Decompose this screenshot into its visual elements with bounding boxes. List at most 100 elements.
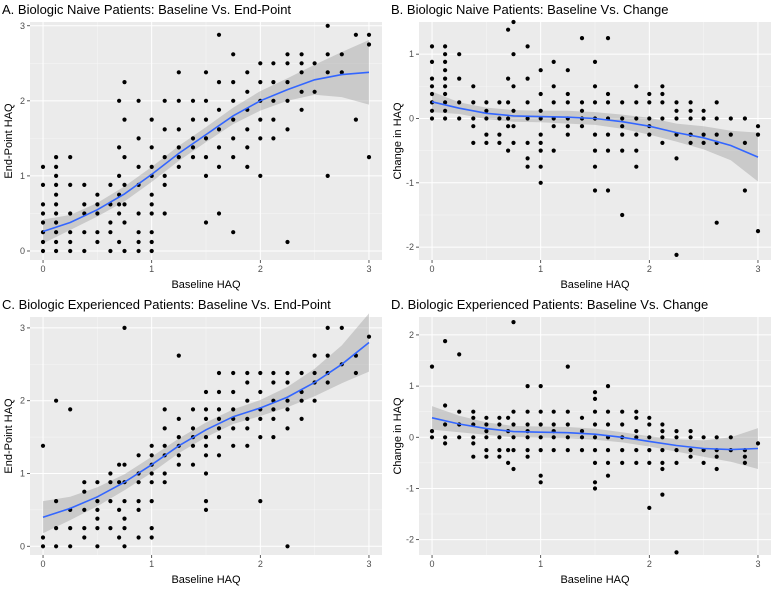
data-point — [176, 98, 181, 103]
data-point — [203, 435, 209, 440]
data-point — [366, 155, 372, 160]
y-tick-label: -1 — [406, 178, 414, 188]
data-point — [647, 415, 652, 420]
data-point — [674, 435, 679, 440]
data-point — [54, 398, 59, 403]
data-point — [216, 435, 222, 440]
data-point — [40, 164, 46, 169]
data-point — [538, 480, 543, 485]
data-point — [634, 164, 639, 169]
data-point — [190, 462, 196, 467]
data-point — [366, 334, 372, 339]
data-point — [620, 422, 625, 427]
data-point — [245, 398, 250, 403]
data-point — [429, 76, 435, 81]
data-point — [714, 100, 719, 105]
data-point — [551, 84, 556, 89]
data-point — [108, 526, 113, 531]
data-point — [525, 448, 530, 453]
data-point — [203, 453, 209, 458]
data-point — [471, 100, 476, 105]
data-point — [271, 435, 276, 440]
data-point — [660, 466, 665, 472]
data-point — [506, 415, 511, 420]
data-point — [525, 76, 530, 81]
data-point — [605, 473, 611, 478]
data-point — [122, 220, 127, 225]
chart-title: A. Biologic Naive Patients: Baseline Vs.… — [2, 2, 291, 17]
data-point — [231, 136, 236, 141]
data-point — [216, 107, 222, 112]
data-point — [674, 460, 679, 465]
data-point — [312, 398, 317, 403]
panel-a: 0 1 2 3 0 1 2 3 A. Biologic Naive Patients: Base… — [0, 0, 389, 295]
data-point — [149, 526, 154, 531]
data-point — [149, 239, 154, 245]
data-point — [538, 116, 543, 121]
data-point — [660, 429, 665, 434]
data-point — [162, 407, 167, 412]
y-tick-label: -1 — [406, 483, 414, 493]
data-point — [674, 448, 679, 453]
data-point — [443, 422, 448, 427]
data-point — [54, 220, 59, 225]
data-point — [245, 127, 250, 132]
x-tick-label: 1 — [149, 559, 154, 569]
smooth-fit-line — [431, 417, 759, 451]
data-point — [647, 448, 652, 453]
data-point — [579, 415, 585, 420]
data-point — [117, 535, 122, 540]
data-point — [592, 409, 598, 414]
x-axis-title: Baseline HAQ — [560, 574, 630, 586]
data-point — [605, 132, 611, 137]
data-point — [688, 100, 693, 105]
data-point — [506, 76, 511, 81]
data-point — [136, 453, 141, 458]
data-point — [190, 145, 196, 150]
data-point — [54, 164, 59, 169]
data-point — [605, 36, 611, 41]
data-point — [647, 100, 652, 105]
data-point — [203, 117, 209, 122]
y-tick-label: 1 — [409, 381, 414, 391]
data-point — [149, 480, 154, 485]
data-point — [258, 499, 263, 504]
data-point — [203, 507, 209, 512]
data-point — [325, 325, 330, 330]
data-point — [443, 339, 448, 344]
data-point — [674, 100, 679, 105]
data-point — [471, 415, 476, 420]
y-tick-label: 1 — [409, 49, 414, 59]
data-point — [136, 164, 141, 169]
data-point — [54, 544, 59, 549]
data-point — [506, 448, 511, 453]
data-point — [231, 389, 236, 395]
data-point — [592, 148, 598, 153]
data-point — [203, 220, 209, 225]
data-point — [525, 164, 530, 169]
data-point — [162, 155, 167, 160]
data-point — [117, 211, 122, 216]
data-point — [579, 124, 585, 129]
data-point — [647, 460, 652, 465]
data-point — [231, 155, 236, 160]
data-point — [742, 454, 747, 459]
data-point — [149, 145, 154, 150]
data-point — [506, 460, 511, 465]
chart-title: B. Biologic Naive Patients: Baseline Vs.… — [391, 2, 669, 17]
data-point — [271, 80, 276, 85]
data-point — [701, 108, 706, 113]
data-point — [701, 435, 706, 440]
data-point — [285, 544, 290, 549]
data-point — [149, 471, 154, 476]
data-point — [353, 370, 358, 376]
data-point — [117, 173, 122, 178]
data-point — [429, 59, 435, 64]
data-point — [660, 84, 665, 89]
data-point — [620, 409, 625, 414]
data-point — [511, 108, 516, 113]
smooth-fit-line — [42, 341, 370, 518]
data-point — [551, 422, 556, 427]
data-point — [660, 435, 665, 440]
